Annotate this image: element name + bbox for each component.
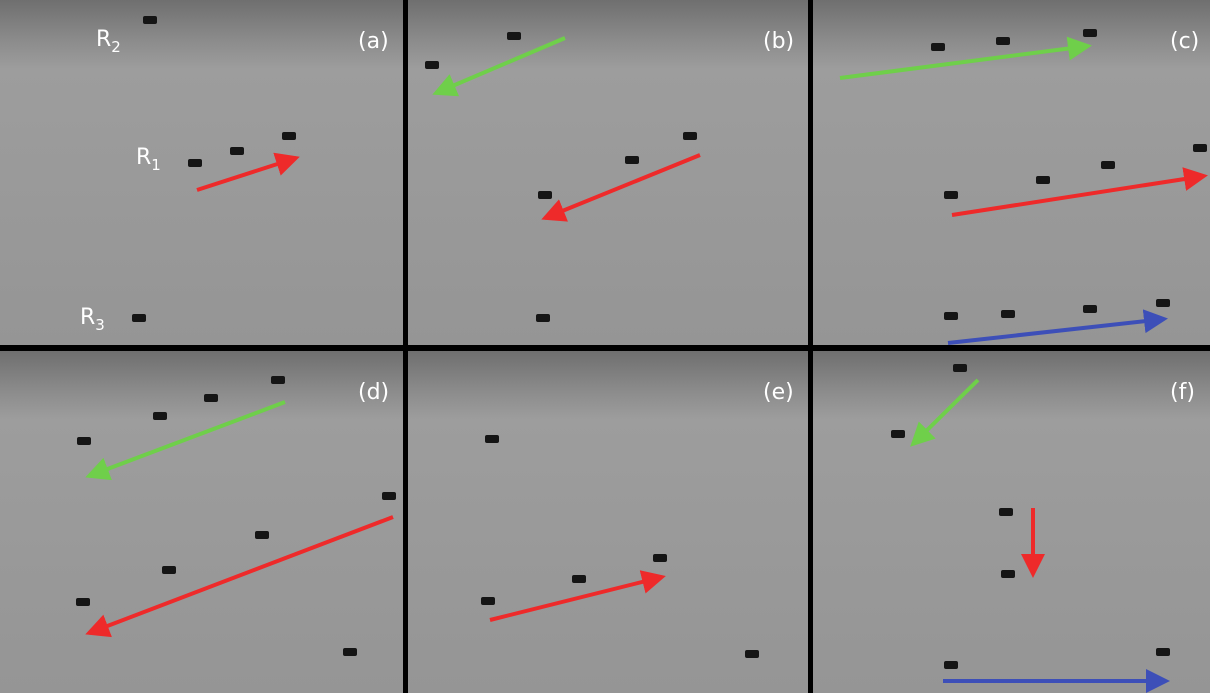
robot [683,132,697,140]
robot-subscript: 1 [151,156,161,174]
page: (a) (b) (c) (d) (e) (f) R2 R1 R3 (() => … [0,0,1210,693]
robot [1156,299,1170,307]
panel-label: (f) [1170,380,1195,405]
robot-subscript: 3 [95,316,105,334]
robot [481,597,495,605]
robot [999,508,1013,516]
robot [931,43,945,51]
robot-letter: R [80,305,95,330]
panel-label: (e) [763,380,794,405]
panel-label: (a) [358,29,389,54]
robot [1083,29,1097,37]
robot [153,412,167,420]
robot [282,132,296,140]
robot [625,156,639,164]
robot [1036,176,1050,184]
panel [813,0,1210,345]
robot-letter: R [136,145,151,170]
panel-label: (b) [763,29,794,54]
robot [77,437,91,445]
robot [996,37,1010,45]
robot [653,554,667,562]
robot [572,575,586,583]
panel [408,0,808,345]
robot [271,376,285,384]
robot [204,394,218,402]
robot [76,598,90,606]
panel-backgrounds [0,0,1210,693]
panel-label: (c) [1170,29,1199,54]
panel [813,351,1210,693]
robot [188,159,202,167]
robot [382,492,396,500]
robot [1101,161,1115,169]
robot [143,16,157,24]
panel [0,0,403,345]
robot [162,566,176,574]
panel-label: (d) [358,380,389,405]
robot [485,435,499,443]
robot [1001,310,1015,318]
robot [255,531,269,539]
robot [507,32,521,40]
robot [891,430,905,438]
robot [944,312,958,320]
robot [944,191,958,199]
robot [1193,144,1207,152]
robot [1156,648,1170,656]
robot [132,314,146,322]
panel [0,351,403,693]
robot [425,61,439,69]
robot [1083,305,1097,313]
robot [745,650,759,658]
robot [538,191,552,199]
robot [1001,570,1015,578]
robot [230,147,244,155]
robot-letter: R [96,27,111,52]
robot [343,648,357,656]
panel [408,351,808,693]
robot [944,661,958,669]
robot-subscript: 2 [111,38,121,56]
robot [536,314,550,322]
figure: (a) (b) (c) (d) (e) (f) R2 R1 R3 [0,0,1210,693]
robot [953,364,967,372]
